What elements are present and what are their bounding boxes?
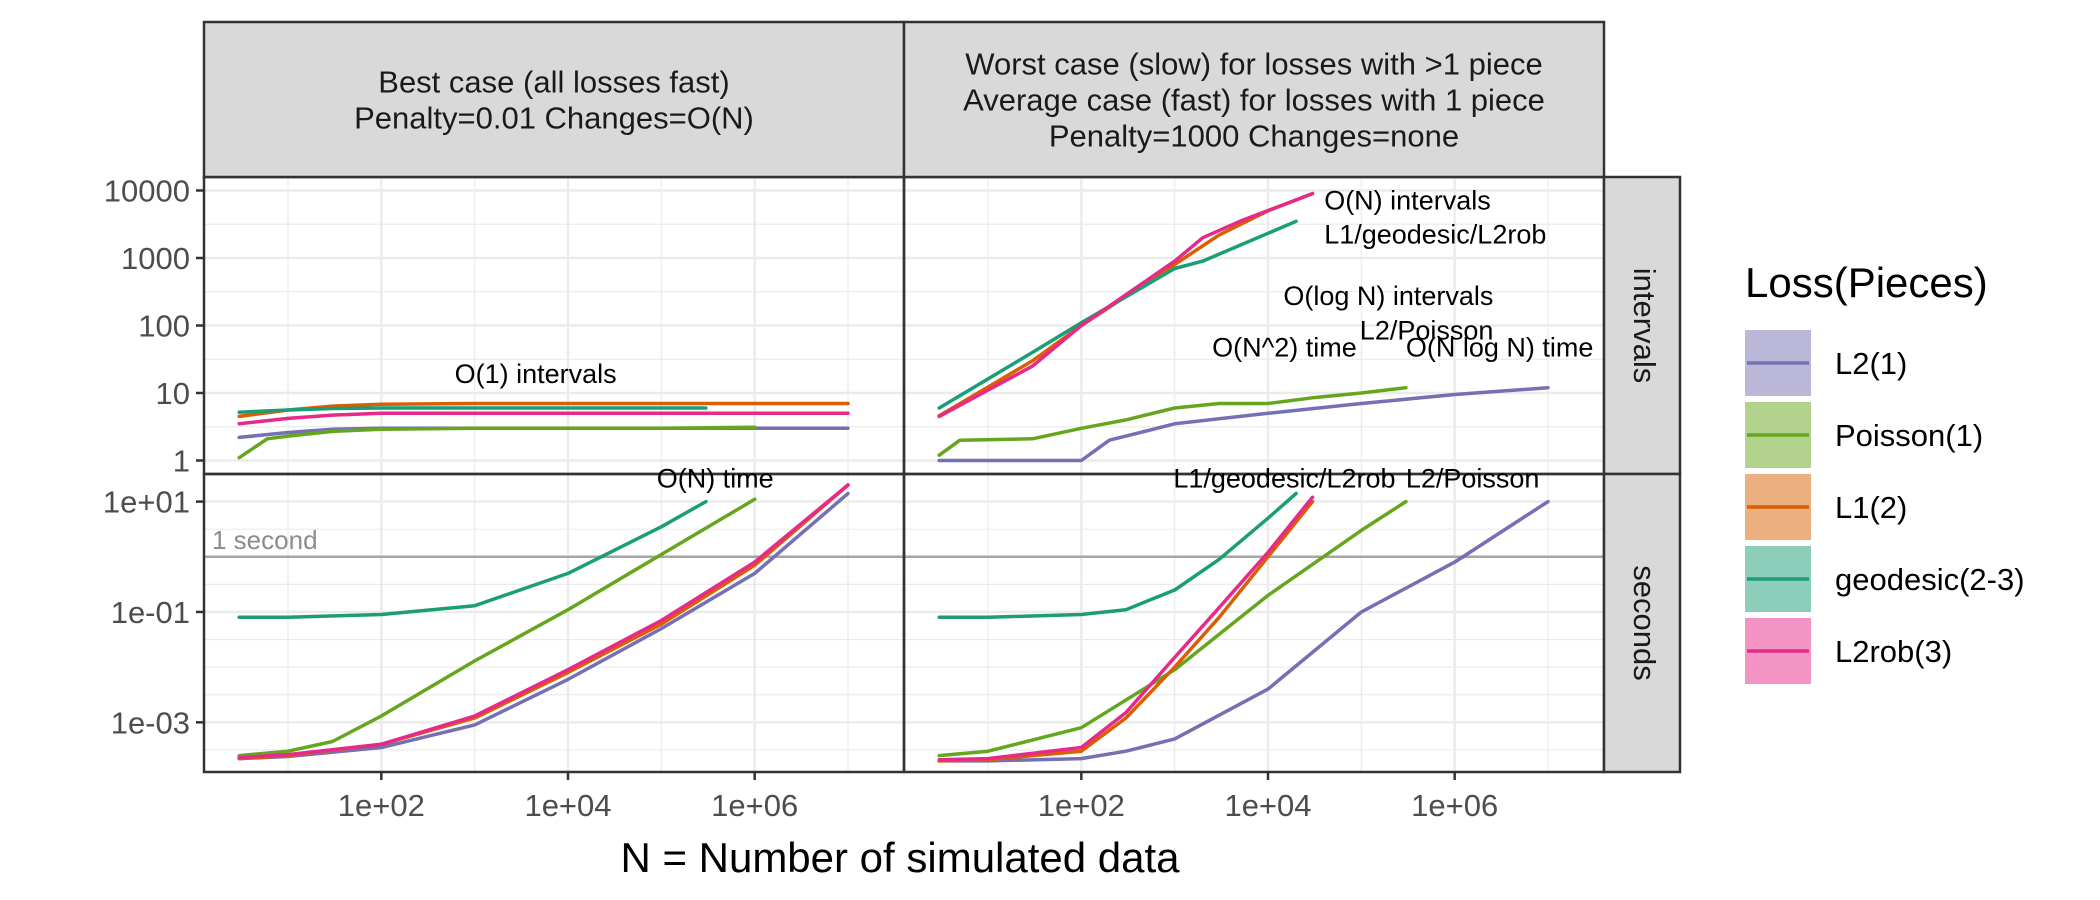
x-tick-label: 1e+04 <box>1224 788 1311 823</box>
series-group <box>237 191 1550 763</box>
annotation-label: O(N log N) time <box>1406 332 1594 362</box>
series-line-geodesic-2-3 <box>237 499 708 620</box>
series-line-l2rob-3 <box>237 411 850 426</box>
series-line-l2-1 <box>937 385 1550 463</box>
y-tick-label: 1000 <box>121 241 190 276</box>
annotation-label: O(N) time <box>657 464 774 494</box>
x-tick-label: 1e+02 <box>1038 788 1125 823</box>
x-axis-title: N = Number of simulated data <box>620 834 1180 881</box>
series-line-poisson-1 <box>937 385 1408 457</box>
annotation-label: L1/geodesic/L2rob <box>1324 219 1546 249</box>
series-line-geodesic-2-3 <box>237 406 708 414</box>
series-line-geodesic-2-3 <box>937 219 1298 410</box>
column-strip-label: Worst case (slow) for losses with >1 pie… <box>965 47 1542 82</box>
x-tick-label: 1e+06 <box>1411 788 1498 823</box>
annotation-label: L1/geodesic/L2rob <box>1173 464 1395 494</box>
series-line-poisson-1 <box>237 497 757 758</box>
panels-group: 1 second <box>202 175 1606 774</box>
legend-entry-label: Poisson(1) <box>1835 418 1983 453</box>
reference-line-label: 1 second <box>212 525 318 555</box>
column-strip <box>202 20 906 179</box>
panel-background <box>204 474 904 772</box>
column-strip-label: Penalty=1000 Changes=none <box>1049 119 1459 154</box>
column-strip-label: Penalty=0.01 Changes=O(N) <box>354 101 754 136</box>
y-tick-label: 1e+01 <box>103 485 190 520</box>
y-tick-label: 100 <box>138 309 190 344</box>
series-line-l2rob-3 <box>937 495 1315 762</box>
y-tick-label: 1 <box>173 444 190 479</box>
annotation-label: L2/Poisson <box>1406 464 1540 494</box>
legend: L2(1) Poisson(1) L1(2) geodesic(2-3) L2rob(3… <box>1745 330 2025 684</box>
strips-group: Best case (all losses fast)Penalty=0.01 … <box>202 20 1682 774</box>
x-tick-label: 1e+04 <box>524 788 611 823</box>
legend-title: Loss(Pieces) <box>1745 259 1988 306</box>
x-tick-label: 1e+02 <box>338 788 425 823</box>
legend-entry-label: L2rob(3) <box>1835 634 1952 669</box>
row-strip <box>1602 472 1682 774</box>
legend-entry-label: geodesic(2-3) <box>1835 562 2025 597</box>
annotation-label: O(N^2) time <box>1212 332 1357 362</box>
row-strip-label: seconds <box>1627 565 1662 680</box>
series-line-poisson-1 <box>237 425 757 460</box>
series-line-l2rob-3 <box>237 483 850 760</box>
annotation-label: O(1) intervals <box>455 359 617 389</box>
y-tick-label: 10 <box>156 376 190 411</box>
annotation-label: O(log N) intervals <box>1283 281 1493 311</box>
series-line-l2rob-3 <box>937 191 1315 419</box>
row-strip-label: intervals <box>1627 268 1662 383</box>
series-line-geodesic-2-3 <box>937 491 1298 620</box>
y-tick-label: 1e-03 <box>111 705 190 740</box>
annotation-label: L2/Poisson <box>1360 316 1494 346</box>
legend-entry-label: L2(1) <box>1835 346 1907 381</box>
y-tick-label: 10000 <box>104 174 190 209</box>
series-line-l2-1 <box>937 499 1550 763</box>
legend-entry-label: L1(2) <box>1835 490 1907 525</box>
x-tick-label: 1e+06 <box>711 788 798 823</box>
axes-group: 1 10 100 1000 10000 1e-03 1e-01 1e+01 1e+02 1e+04… <box>103 174 1498 824</box>
panel-background <box>904 474 1604 772</box>
column-strip <box>902 20 1606 179</box>
annotation-label: O(N) intervals <box>1324 186 1491 216</box>
column-strip-label: Best case (all losses fast) <box>378 65 729 100</box>
series-line-poisson-1 <box>937 499 1408 758</box>
y-tick-label: 1e-01 <box>111 595 190 630</box>
column-strip-label: Average case (fast) for losses with 1 pi… <box>963 83 1545 118</box>
